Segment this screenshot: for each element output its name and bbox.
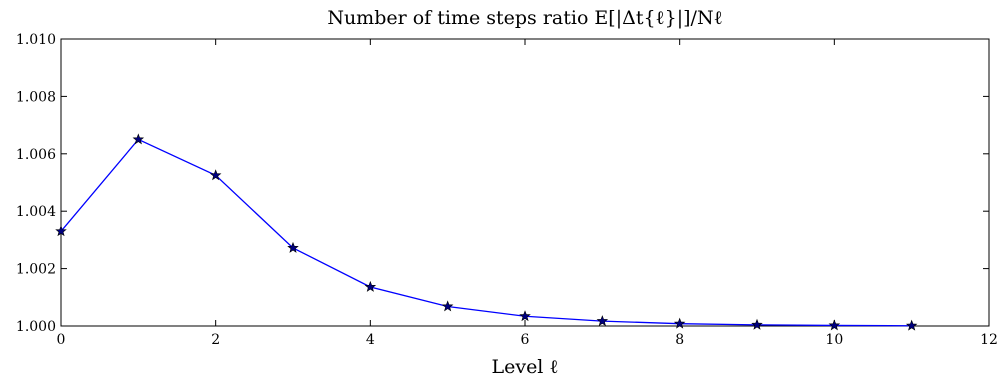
data-point-marker	[673, 317, 686, 329]
chart-title: Number of time steps ratio E[|Δt{ℓ}|]/Nℓ	[327, 7, 722, 29]
data-point-marker	[828, 319, 841, 331]
data-point-marker	[209, 169, 222, 181]
x-tick-label: 0	[57, 332, 66, 348]
y-tick-label: 1.006	[16, 147, 56, 163]
data-point-marker	[132, 133, 145, 145]
x-axis-title: Level ℓ	[491, 356, 558, 378]
x-tick-label: 8	[675, 332, 684, 348]
series-line	[60, 138, 912, 327]
y-tick-label: 1.004	[16, 204, 56, 220]
x-tick-label: 2	[211, 332, 220, 348]
data-point-marker	[287, 241, 299, 253]
data-point-marker	[364, 280, 377, 292]
data-point-marker	[55, 225, 67, 237]
data-point-marker	[596, 315, 609, 327]
data-point-marker	[441, 300, 454, 312]
data-point-marker	[751, 318, 763, 330]
x-tick-label: 12	[980, 332, 998, 348]
data-point-marker	[905, 319, 918, 331]
x-tick-label: 6	[521, 332, 530, 348]
x-tick-label: 10	[825, 332, 843, 348]
y-tick-label: 1.002	[16, 262, 56, 278]
y-tick-label: 1.010	[16, 32, 56, 48]
plot-area: 0 2 4 6 8 10 12 1.000 1.002 1.004 1.006 1.008 1.010	[16, 32, 998, 348]
y-tick-label: 1.008	[16, 89, 56, 105]
data-point-marker	[519, 310, 531, 322]
x-tick-label: 4	[366, 332, 375, 348]
y-tick-label: 1.000	[16, 319, 56, 335]
plot-frame	[60, 38, 990, 327]
